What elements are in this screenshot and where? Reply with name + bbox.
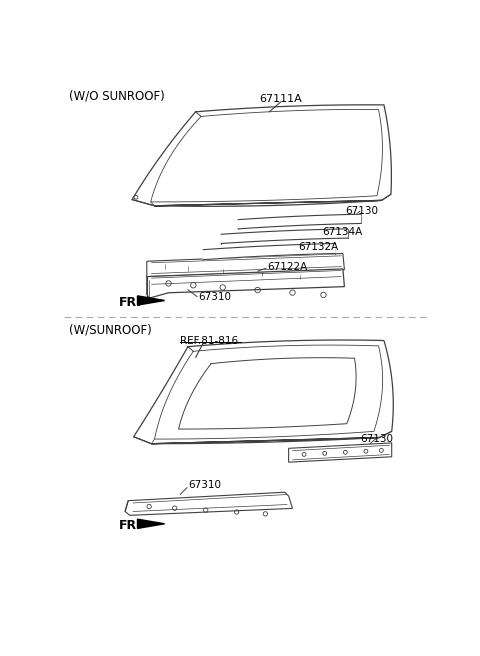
Polygon shape bbox=[137, 296, 165, 305]
Polygon shape bbox=[238, 215, 360, 229]
Polygon shape bbox=[137, 519, 165, 528]
Polygon shape bbox=[179, 358, 356, 429]
Text: FR.: FR. bbox=[119, 295, 142, 308]
Polygon shape bbox=[204, 243, 335, 260]
Text: FR.: FR. bbox=[119, 519, 142, 532]
Text: 67130: 67130 bbox=[360, 434, 394, 444]
Text: (W/SUNROOF): (W/SUNROOF) bbox=[69, 323, 152, 337]
Text: 67111A: 67111A bbox=[260, 94, 302, 104]
Text: 67134A: 67134A bbox=[322, 227, 362, 237]
Polygon shape bbox=[147, 269, 345, 298]
Polygon shape bbox=[125, 492, 292, 516]
Polygon shape bbox=[147, 253, 345, 277]
Polygon shape bbox=[221, 229, 348, 243]
Text: (W/O SUNROOF): (W/O SUNROOF) bbox=[69, 89, 165, 102]
Polygon shape bbox=[133, 340, 393, 443]
Text: 67130: 67130 bbox=[345, 206, 378, 216]
Text: REF.81-816: REF.81-816 bbox=[180, 335, 238, 346]
Text: 67310: 67310 bbox=[198, 293, 231, 302]
Polygon shape bbox=[132, 105, 391, 206]
Text: 67310: 67310 bbox=[188, 480, 221, 490]
Text: 67122A: 67122A bbox=[267, 262, 307, 272]
Text: 67132A: 67132A bbox=[299, 242, 339, 253]
Polygon shape bbox=[288, 443, 392, 462]
